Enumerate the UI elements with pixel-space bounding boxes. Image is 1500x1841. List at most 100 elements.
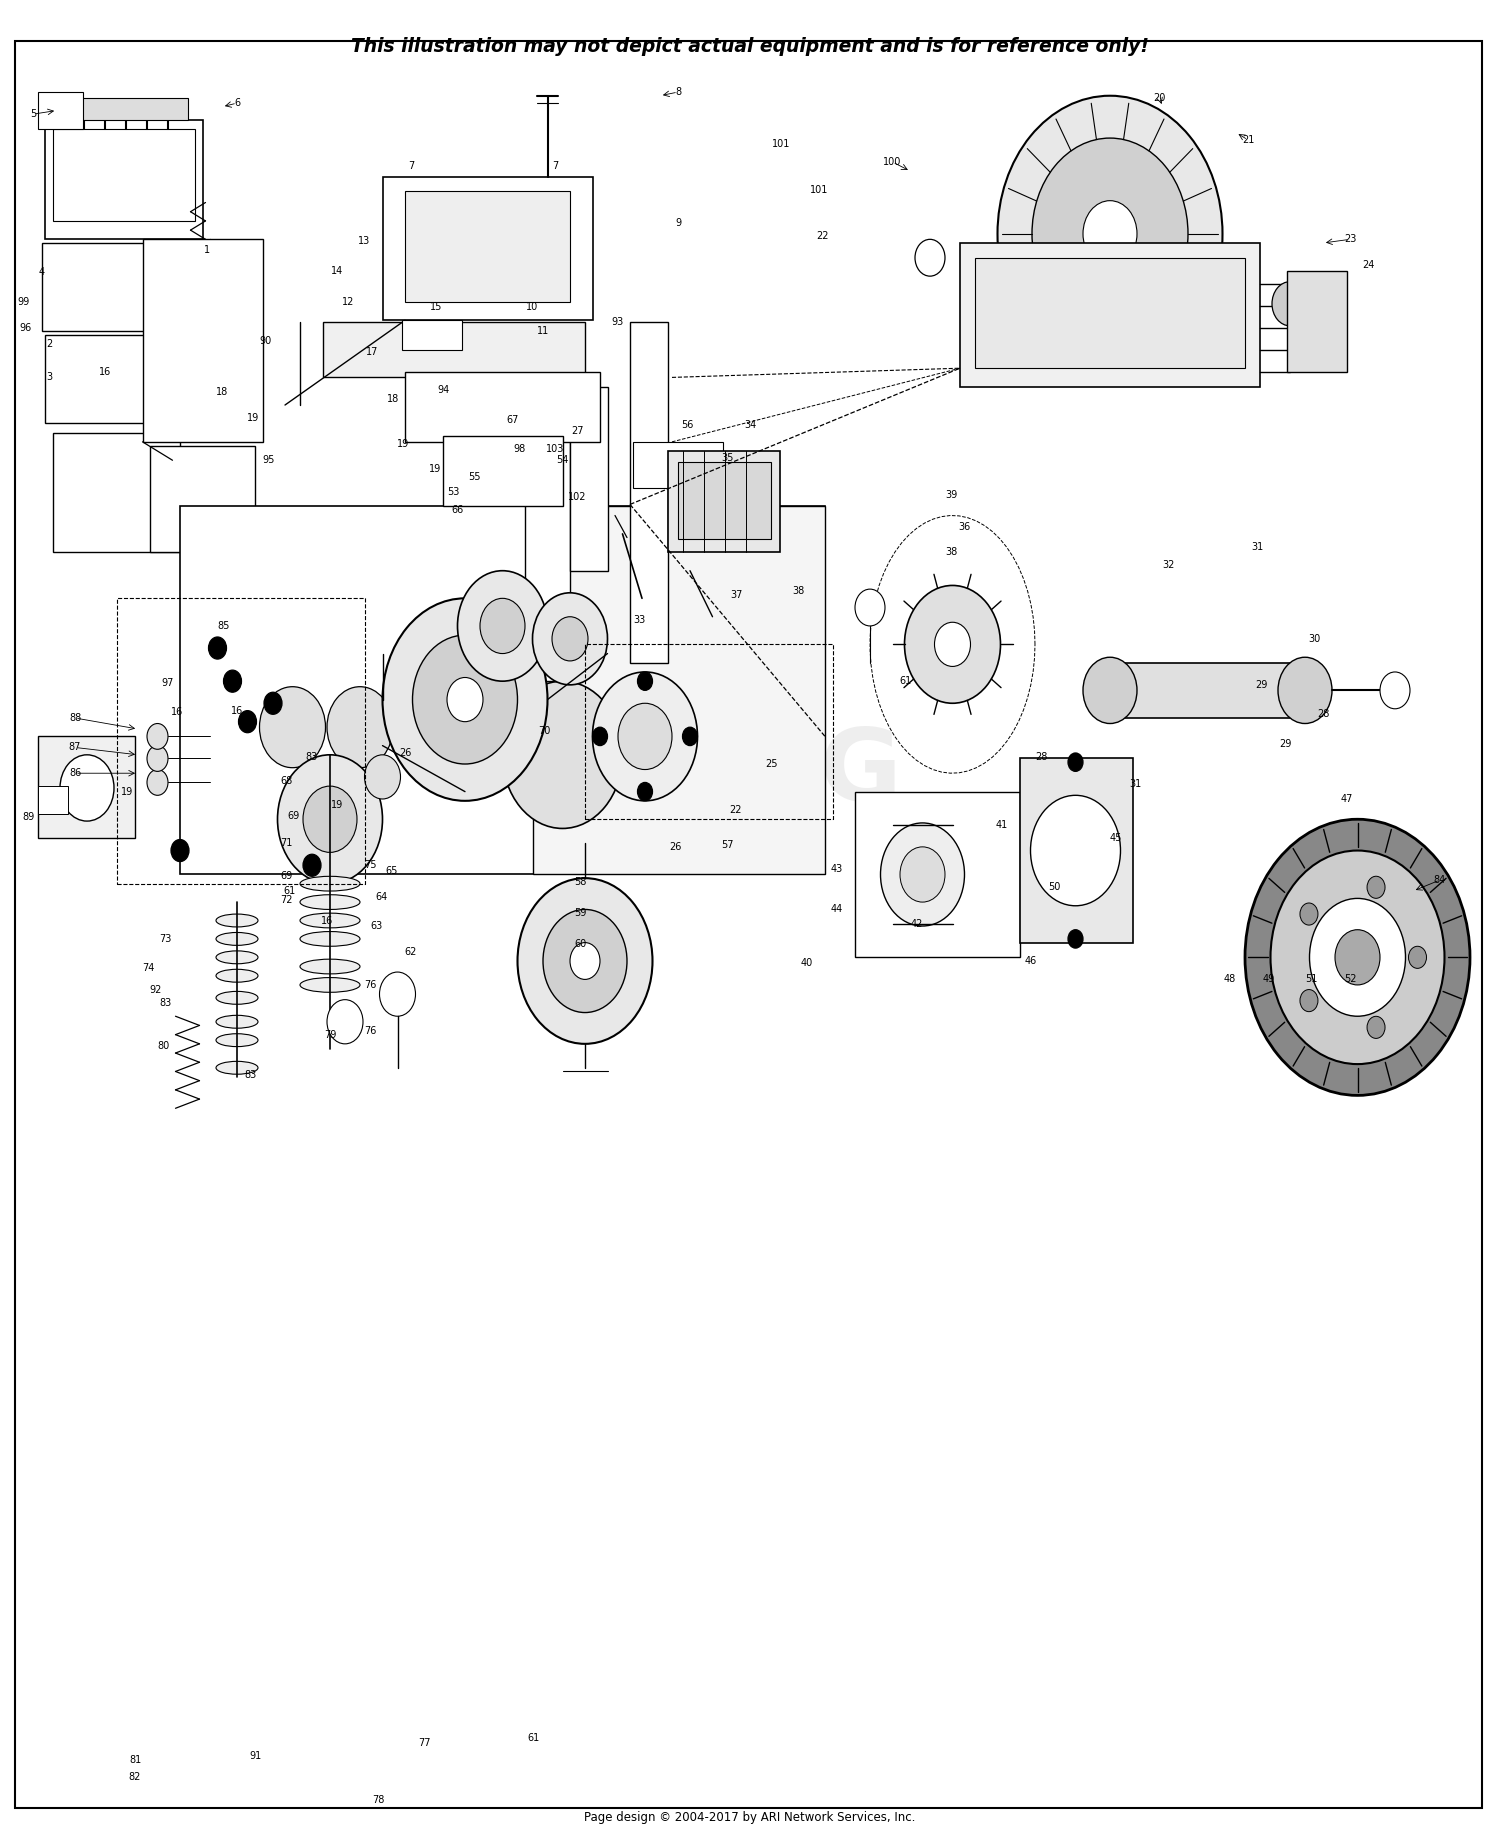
Text: 8: 8 (675, 87, 681, 98)
Text: 71: 71 (280, 838, 292, 849)
Circle shape (380, 972, 416, 1016)
Text: 19: 19 (122, 786, 134, 797)
Circle shape (260, 687, 326, 768)
Text: 45: 45 (1110, 832, 1122, 843)
Text: 33: 33 (633, 615, 645, 626)
Text: 23: 23 (1344, 234, 1356, 245)
Ellipse shape (216, 915, 258, 928)
Text: 19: 19 (429, 464, 441, 475)
Text: 83: 83 (159, 998, 171, 1009)
Circle shape (855, 589, 885, 626)
Bar (855, 792, 1020, 957)
Text: 52: 52 (1344, 974, 1356, 985)
Text: 38: 38 (945, 547, 957, 558)
Text: 19: 19 (398, 438, 410, 449)
Bar (585, 644, 832, 819)
Text: 28: 28 (1317, 709, 1329, 720)
Circle shape (1068, 753, 1083, 771)
Ellipse shape (300, 876, 360, 891)
Circle shape (147, 724, 168, 749)
Circle shape (327, 1000, 363, 1044)
Text: 55: 55 (468, 471, 480, 482)
Text: 29: 29 (1280, 738, 1292, 749)
Text: 83: 83 (306, 751, 318, 762)
Text: 18: 18 (387, 394, 399, 405)
Text: 59: 59 (574, 908, 586, 919)
Text: 56: 56 (681, 420, 693, 431)
Text: 37: 37 (730, 589, 742, 600)
Circle shape (682, 727, 698, 746)
Text: 24: 24 (1362, 260, 1374, 271)
Circle shape (447, 677, 483, 722)
Text: 101: 101 (772, 138, 790, 149)
Ellipse shape (216, 1060, 258, 1075)
Text: 30: 30 (1308, 633, 1320, 644)
Circle shape (1300, 902, 1318, 924)
Text: 39: 39 (945, 490, 957, 501)
Bar (45, 335, 172, 423)
Circle shape (413, 635, 518, 764)
Text: 99: 99 (18, 296, 30, 307)
Circle shape (303, 854, 321, 876)
Circle shape (1335, 930, 1380, 985)
Circle shape (209, 637, 226, 659)
Bar (975, 258, 1245, 368)
Circle shape (1032, 138, 1188, 330)
Text: 84: 84 (1434, 874, 1446, 886)
Text: 17: 17 (366, 346, 378, 357)
Text: 69: 69 (288, 810, 300, 821)
Text: 60: 60 (574, 939, 586, 950)
Circle shape (238, 711, 256, 733)
Text: 53: 53 (447, 486, 459, 497)
Text: Page design © 2004-2017 by ARI Network Services, Inc.: Page design © 2004-2017 by ARI Network S… (585, 1810, 915, 1824)
Text: 16: 16 (99, 366, 111, 377)
Text: 61: 61 (528, 1732, 540, 1743)
Bar (142, 239, 262, 442)
Ellipse shape (216, 970, 258, 983)
Bar (633, 442, 723, 488)
Text: 21: 21 (1242, 134, 1254, 145)
Bar (1110, 663, 1305, 718)
Circle shape (503, 681, 622, 828)
Ellipse shape (216, 990, 258, 1005)
Text: 32: 32 (1162, 560, 1174, 571)
Ellipse shape (300, 895, 360, 909)
Circle shape (147, 746, 168, 771)
Text: 4: 4 (39, 267, 45, 278)
Bar (382, 177, 592, 320)
Text: 58: 58 (574, 876, 586, 887)
Text: 61: 61 (284, 886, 296, 897)
Bar (38, 786, 68, 814)
Text: 2: 2 (46, 339, 53, 350)
Text: 7: 7 (408, 160, 414, 171)
Text: 10: 10 (526, 302, 538, 313)
Bar (180, 506, 825, 874)
Text: 80: 80 (158, 1040, 170, 1051)
Text: 68: 68 (280, 775, 292, 786)
Circle shape (592, 672, 698, 801)
Text: 78: 78 (372, 1795, 384, 1806)
Circle shape (998, 96, 1222, 372)
Text: 98: 98 (513, 444, 525, 455)
Text: 9: 9 (675, 217, 681, 228)
Text: 93: 93 (612, 317, 624, 328)
Text: 27: 27 (572, 425, 584, 436)
Circle shape (171, 839, 189, 862)
Ellipse shape (300, 913, 360, 928)
Text: 83: 83 (244, 1070, 256, 1081)
Text: 70: 70 (538, 725, 550, 736)
Bar (442, 436, 562, 506)
Text: 19: 19 (248, 412, 259, 423)
Text: 28: 28 (1035, 751, 1047, 762)
Circle shape (532, 593, 608, 685)
Text: 76: 76 (364, 979, 376, 990)
Text: 62: 62 (405, 946, 417, 957)
Text: 40: 40 (801, 957, 813, 968)
Text: 102: 102 (568, 492, 586, 503)
Text: 86: 86 (69, 768, 81, 779)
Circle shape (1068, 930, 1083, 948)
Circle shape (900, 847, 945, 902)
Text: 25: 25 (765, 758, 777, 770)
Text: 69: 69 (280, 871, 292, 882)
Text: 79: 79 (324, 1029, 336, 1040)
